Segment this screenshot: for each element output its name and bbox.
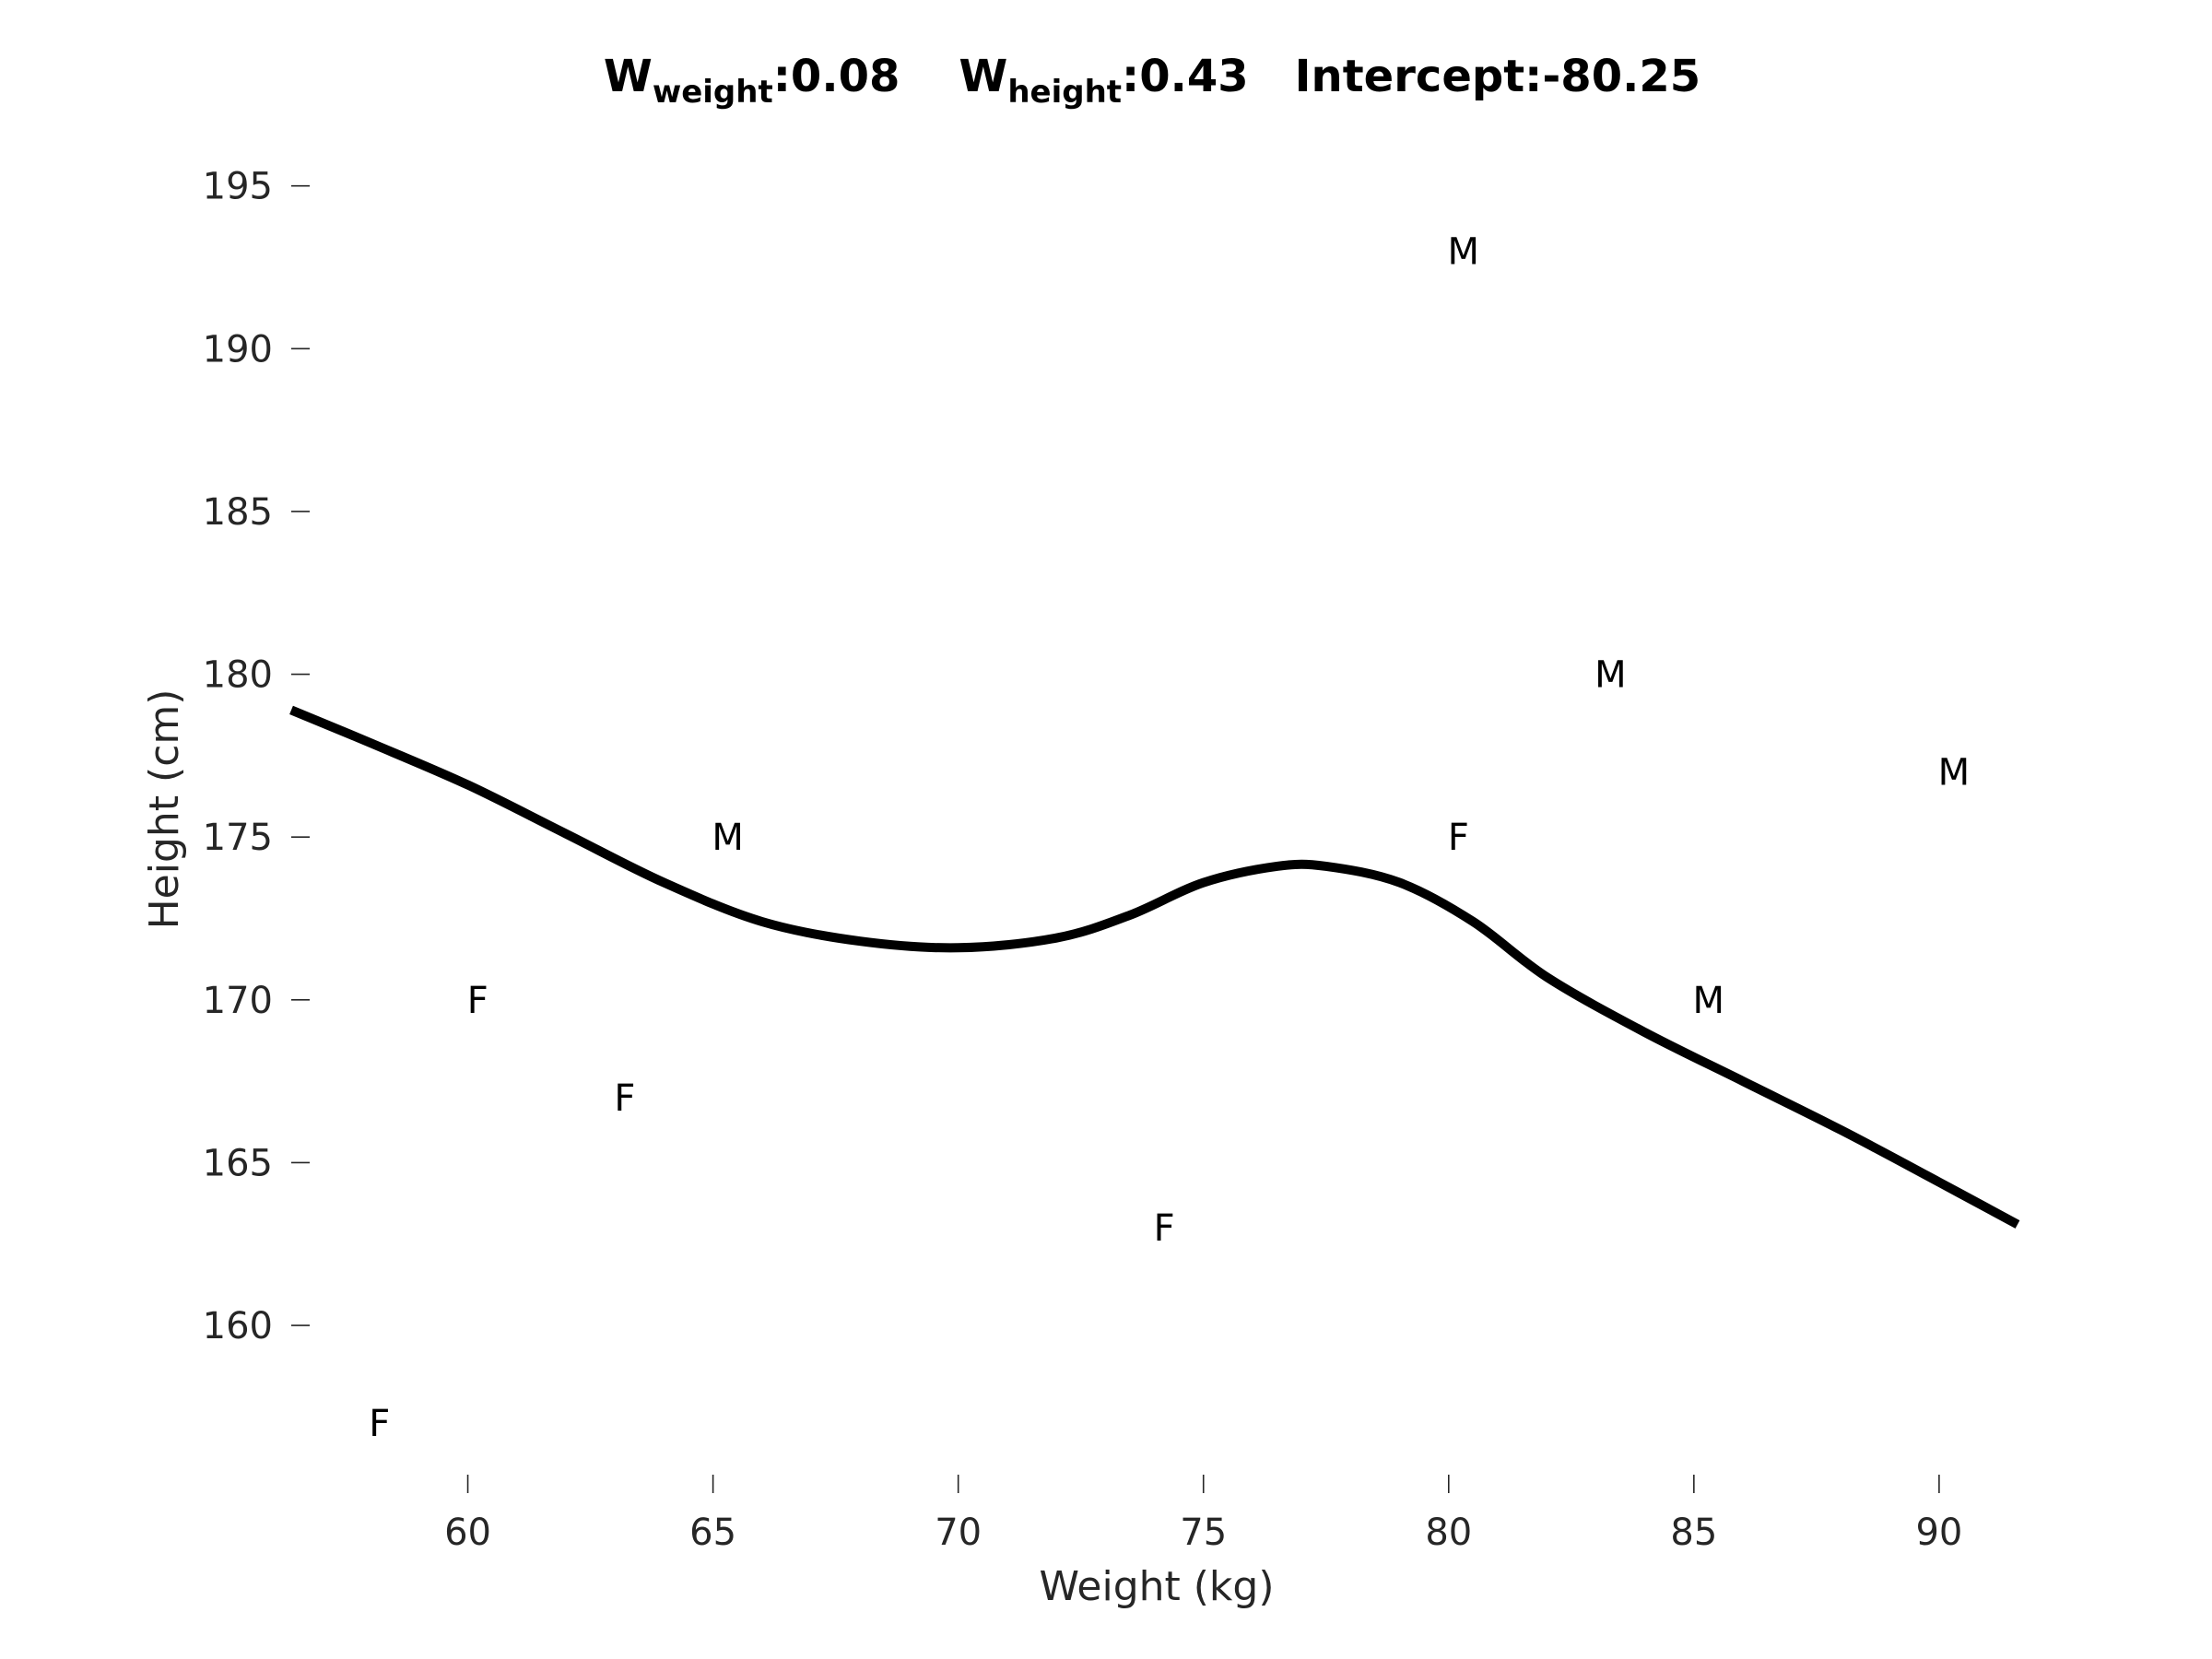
point-male: M <box>1447 230 1479 273</box>
point-female: F <box>1154 1207 1175 1250</box>
point-male: M <box>1594 654 1627 697</box>
x-tick-label: 65 <box>689 1512 736 1554</box>
w-weight-value: :0.08 <box>773 51 900 102</box>
data-points: F F F M F F M M M M <box>369 230 1970 1445</box>
y-tick-label: 165 <box>203 1142 273 1184</box>
point-male: M <box>1938 752 1971 794</box>
w-weight-symbol: W <box>604 51 653 102</box>
y-tick-label: 175 <box>203 817 273 859</box>
y-tick-label: 170 <box>203 980 273 1022</box>
y-axis: 160 165 170 175 180 185 190 195 <box>203 166 310 1347</box>
y-axis-label: Height (cm) <box>141 689 188 930</box>
title-gap-1: W <box>959 51 1007 102</box>
x-tick-label: 85 <box>1670 1512 1717 1554</box>
x-tick-label: 70 <box>935 1512 982 1554</box>
x-tick-label: 60 <box>444 1512 491 1554</box>
y-tick-label: 190 <box>203 328 273 371</box>
y-tick-label: 160 <box>203 1305 273 1347</box>
point-female: F <box>369 1403 390 1445</box>
point-male: M <box>712 817 744 859</box>
point-female: F <box>1448 817 1469 859</box>
x-tick-label: 80 <box>1425 1512 1472 1554</box>
w-height-value: :0.43 <box>1122 51 1249 102</box>
x-tick-label: 75 <box>1180 1512 1227 1554</box>
y-tick-label: 180 <box>203 654 273 697</box>
y-tick-label: 185 <box>203 491 273 534</box>
x-tick-label: 90 <box>1915 1512 1962 1554</box>
w-weight-subscript: weight <box>653 74 773 111</box>
x-axis: 60 65 70 75 80 85 90 <box>444 1475 1962 1554</box>
decision-boundary-curve <box>289 705 2020 1229</box>
point-male: M <box>1693 980 1725 1022</box>
x-axis-label: Weight (kg) <box>1039 1563 1274 1610</box>
point-female: F <box>614 1077 635 1120</box>
y-tick-label: 195 <box>203 166 273 208</box>
point-female: F <box>467 980 488 1022</box>
w-height-subscript: height <box>1007 74 1122 111</box>
chart-title: Wweight:0.08 Wheight:0.43 Intercept:-80.25 <box>604 51 1700 111</box>
intercept-text: Intercept:-80.25 <box>1295 51 1700 102</box>
